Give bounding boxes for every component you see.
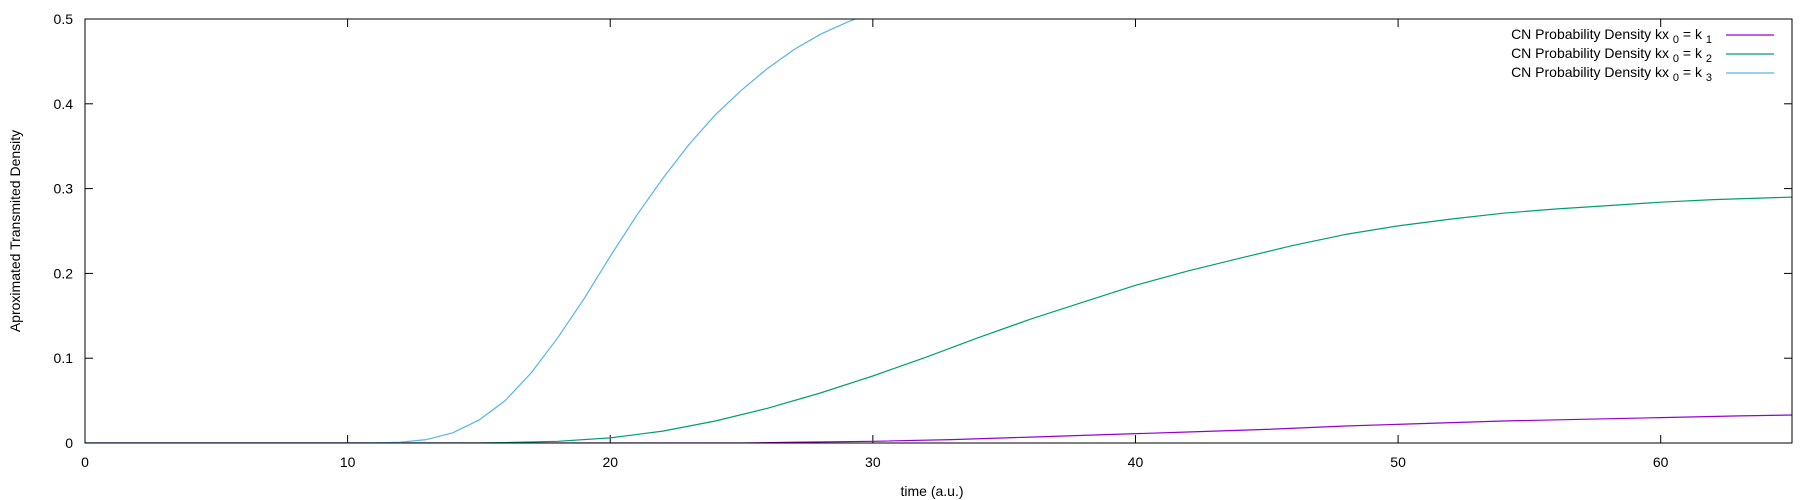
legend-label-1: CN Probability Density kx 0 = k 1	[1511, 26, 1712, 46]
legend-label-3: CN Probability Density kx 0 = k 3	[1511, 64, 1712, 84]
x-axis-label: time (a.u.)	[900, 483, 963, 499]
series-line-1	[85, 414, 1792, 443]
x-tick-label: 60	[1653, 454, 1669, 470]
x-tick-label: 10	[340, 454, 356, 470]
y-tick-label: 0	[65, 435, 73, 451]
y-tick-label: 0.5	[54, 11, 74, 27]
x-tick-label: 40	[1128, 454, 1144, 470]
x-tick-label: 0	[81, 454, 89, 470]
series-line-2	[85, 196, 1792, 443]
series-line-3	[85, 19, 857, 443]
legend: CN Probability Density kx 0 = k 1CN Prob…	[1511, 26, 1774, 84]
y-tick-label: 0.3	[54, 181, 74, 197]
y-tick-label: 0.2	[54, 265, 74, 281]
plot-frame	[84, 18, 1793, 444]
y-axis-label: Aproximated Transmited Density	[7, 130, 23, 332]
legend-label-2: CN Probability Density kx 0 = k 2	[1511, 45, 1712, 65]
y-tick-label: 0.1	[54, 350, 74, 366]
x-tick-label: 30	[865, 454, 881, 470]
x-tick-label: 50	[1390, 454, 1406, 470]
y-tick-label: 0.4	[54, 96, 74, 112]
x-tick-label: 20	[602, 454, 618, 470]
